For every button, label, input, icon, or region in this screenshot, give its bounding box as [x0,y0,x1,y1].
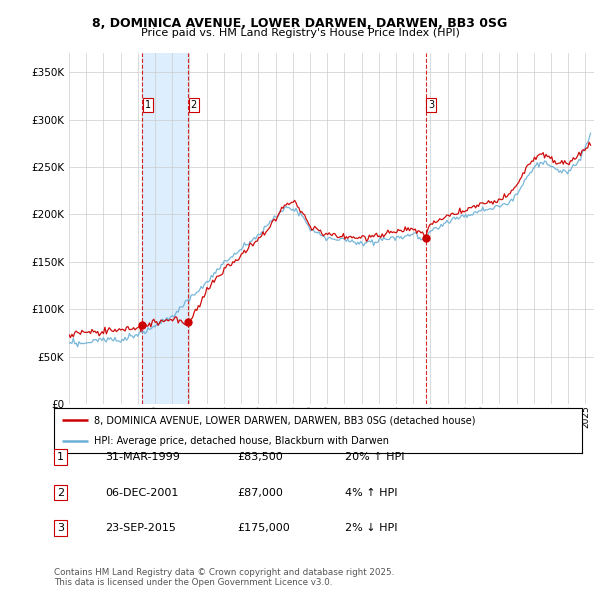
Text: 31-MAR-1999: 31-MAR-1999 [105,453,180,462]
Text: 4% ↑ HPI: 4% ↑ HPI [345,488,398,497]
Text: 23-SEP-2015: 23-SEP-2015 [105,523,176,533]
Text: 8, DOMINICA AVENUE, LOWER DARWEN, DARWEN, BB3 0SG: 8, DOMINICA AVENUE, LOWER DARWEN, DARWEN… [92,17,508,30]
Text: 2% ↓ HPI: 2% ↓ HPI [345,523,398,533]
Text: 06-DEC-2001: 06-DEC-2001 [105,488,178,497]
Text: £83,500: £83,500 [237,453,283,462]
Text: £87,000: £87,000 [237,488,283,497]
Text: 3: 3 [428,100,434,110]
Text: 20% ↑ HPI: 20% ↑ HPI [345,453,404,462]
Text: 1: 1 [145,100,151,110]
Text: Price paid vs. HM Land Registry's House Price Index (HPI): Price paid vs. HM Land Registry's House … [140,28,460,38]
Bar [142,53,188,404]
Text: 3: 3 [57,523,64,533]
Text: 1: 1 [57,453,64,462]
Text: Contains HM Land Registry data © Crown copyright and database right 2025.
This d: Contains HM Land Registry data © Crown c… [54,568,394,587]
Text: HPI: Average price, detached house, Blackburn with Darwen: HPI: Average price, detached house, Blac… [94,435,389,445]
Text: 2: 2 [191,100,197,110]
Text: 2: 2 [57,488,64,497]
Text: 8, DOMINICA AVENUE, LOWER DARWEN, DARWEN, BB3 0SG (detached house): 8, DOMINICA AVENUE, LOWER DARWEN, DARWEN… [94,415,475,425]
Text: £175,000: £175,000 [237,523,290,533]
